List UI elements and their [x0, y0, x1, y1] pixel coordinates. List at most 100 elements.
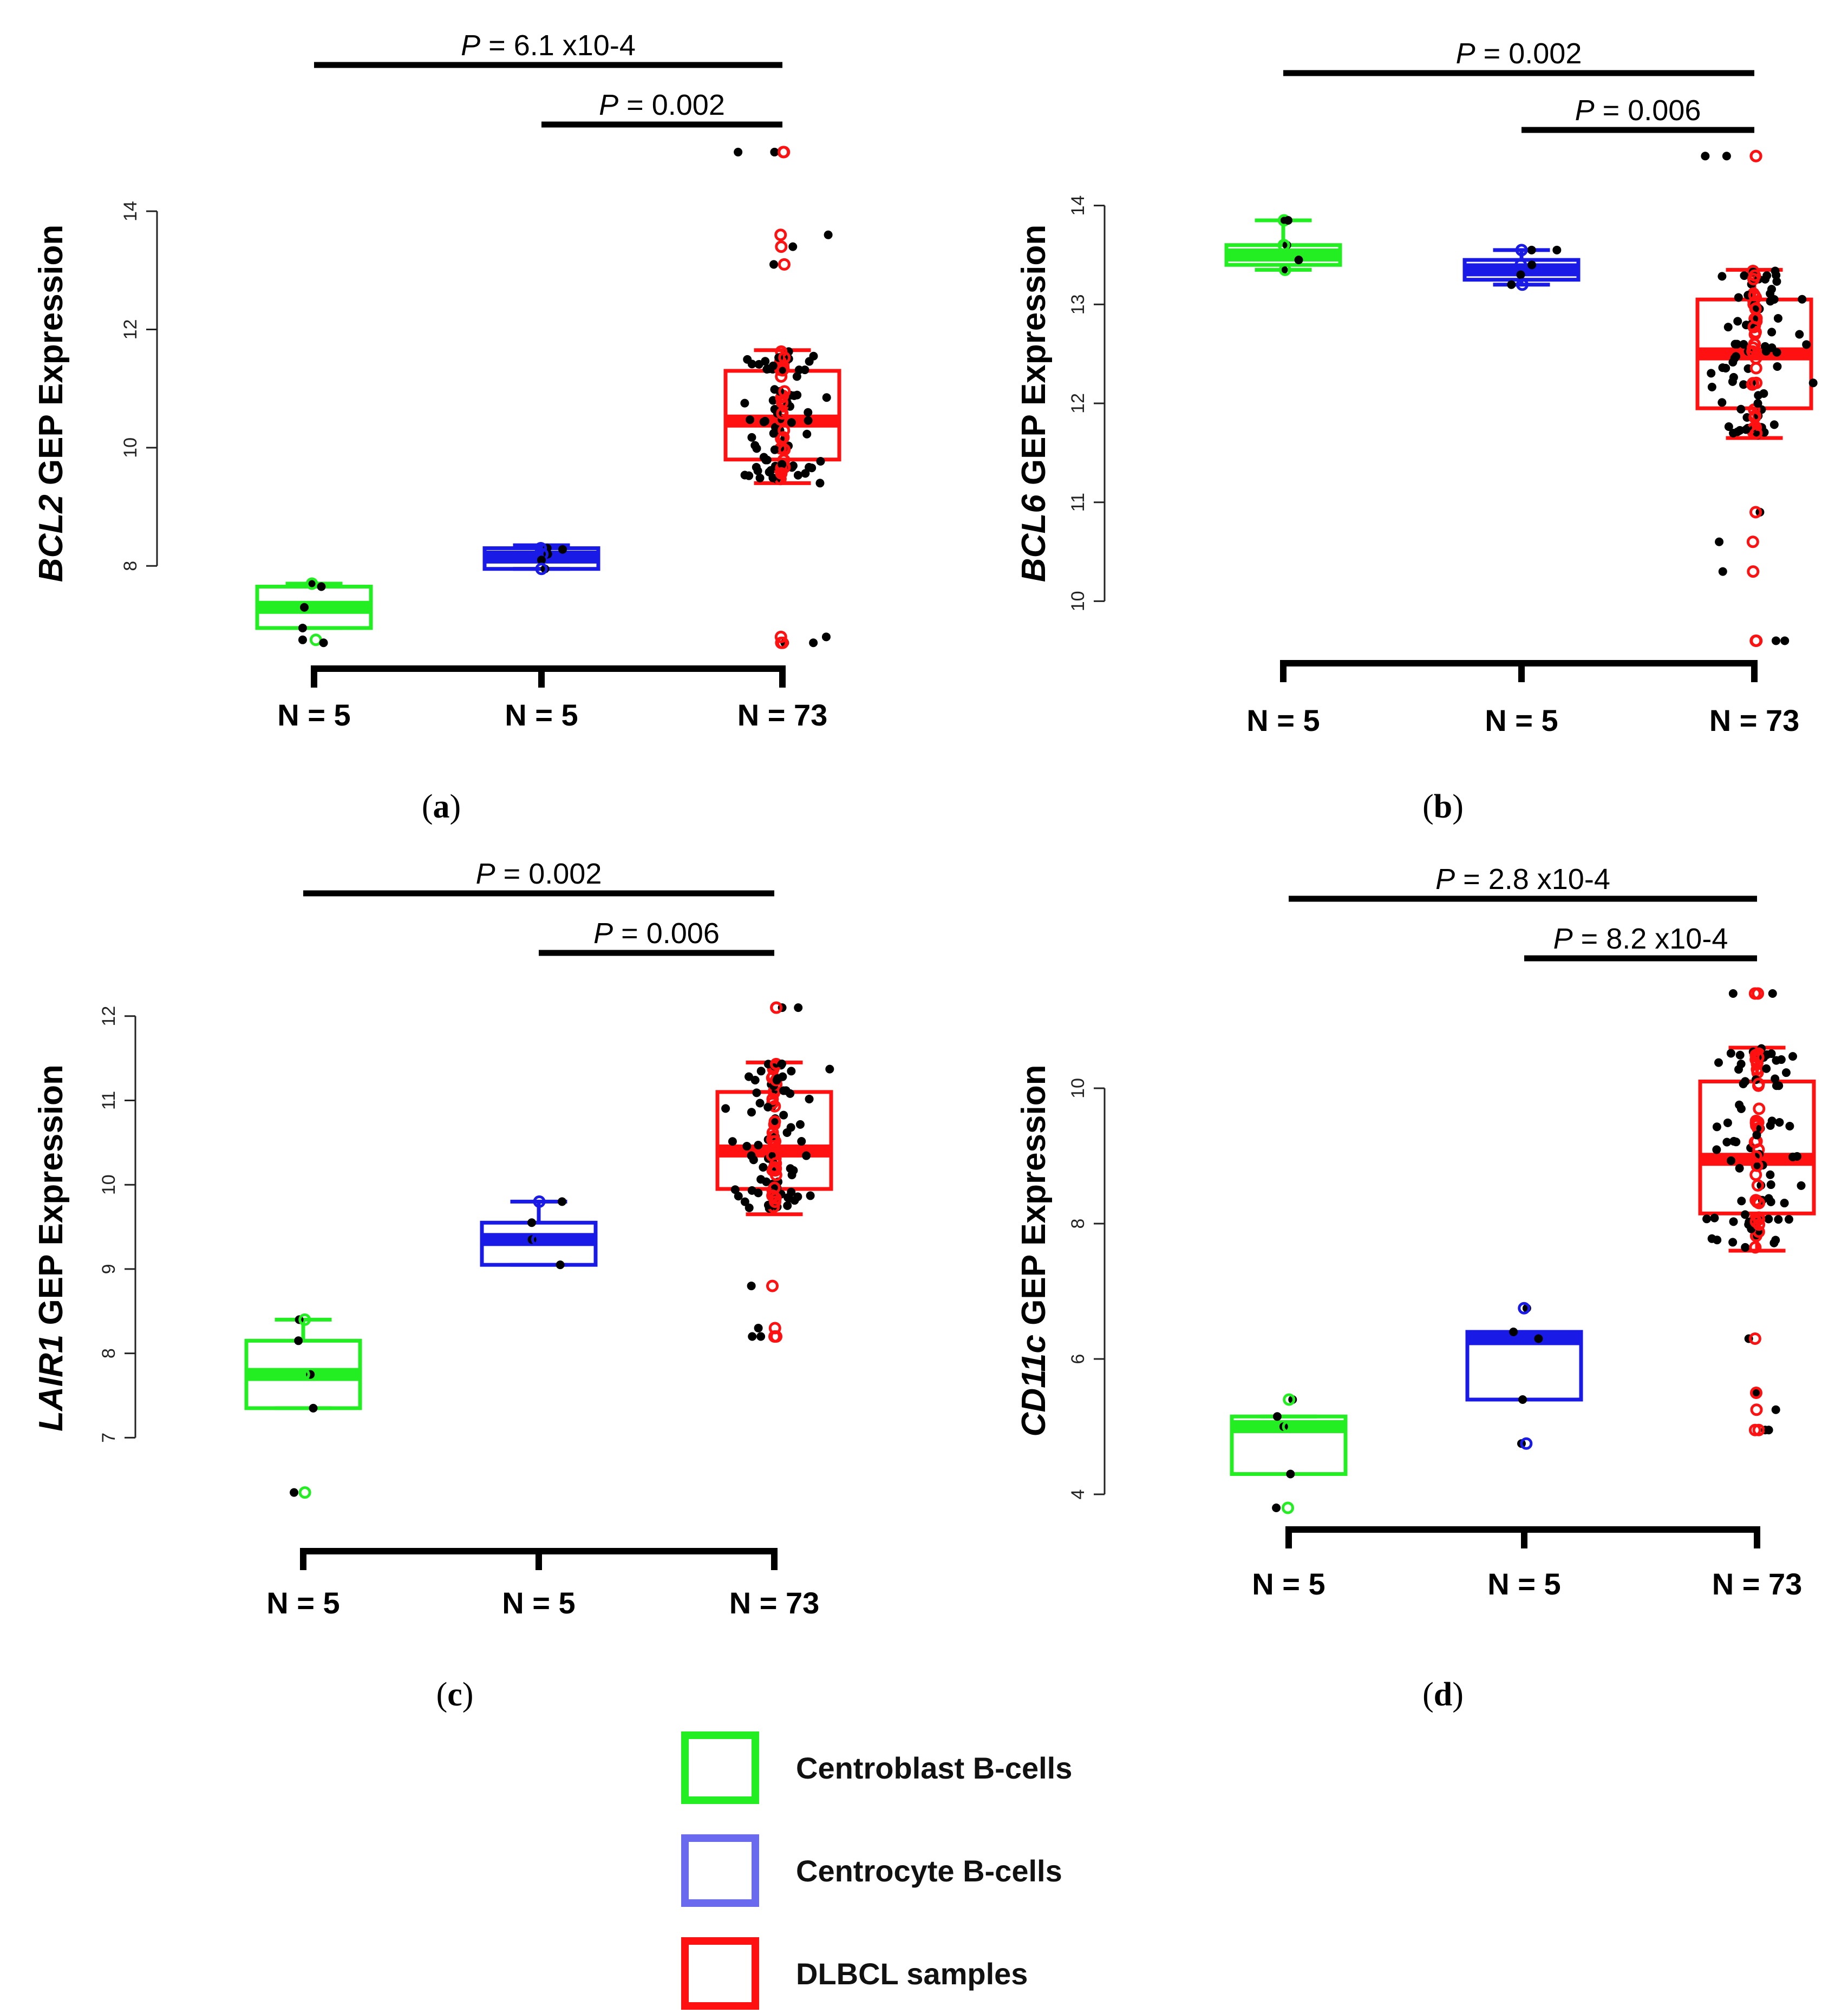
- x-tick-label: N = 5: [502, 1586, 575, 1620]
- data-point: [1712, 1145, 1721, 1154]
- data-point: [1788, 1052, 1798, 1061]
- data-point: [748, 1332, 757, 1341]
- data-point: [809, 351, 818, 361]
- data-point: [1768, 989, 1777, 998]
- data-point-outline: [309, 601, 322, 614]
- data-point: [1760, 342, 1769, 351]
- data-point: [742, 1142, 752, 1151]
- data-point: [1772, 271, 1781, 280]
- panel-label-close: ): [462, 1676, 474, 1713]
- data-point-outline: [1750, 376, 1763, 389]
- data-point: [527, 1218, 536, 1227]
- data-point-outline: [1752, 987, 1765, 1000]
- data-point-outline: [1748, 289, 1761, 302]
- data-point-outline: [1519, 1332, 1532, 1345]
- pvalue-text: = 2.8 x10-4: [1455, 863, 1610, 896]
- data-point: [752, 1088, 761, 1097]
- data-point: [290, 1488, 299, 1497]
- pvalue-p: P: [476, 858, 495, 890]
- data-point-outline: [775, 467, 788, 480]
- data-point: [770, 147, 779, 156]
- data-point-outline: [1749, 362, 1762, 375]
- panel-label-close: ): [1452, 1676, 1464, 1713]
- data-point-outline: [767, 1135, 780, 1148]
- data-point: [1729, 428, 1738, 437]
- data-point: [1722, 152, 1731, 161]
- data-point: [747, 360, 756, 369]
- data-point: [1723, 1118, 1732, 1127]
- data-point: [1773, 362, 1782, 371]
- data-point: [1739, 339, 1748, 349]
- legend-swatch: [681, 1834, 759, 1907]
- data-point: [1722, 1138, 1732, 1147]
- data-point: [793, 470, 802, 480]
- data-point-outline: [769, 1192, 782, 1205]
- data-point: [1762, 271, 1772, 280]
- data-point: [805, 1094, 814, 1103]
- data-point-outline: [777, 431, 790, 444]
- pvalue-p: P: [1575, 94, 1595, 127]
- panel-label-letter: c: [447, 1676, 462, 1713]
- data-point: [752, 462, 761, 472]
- data-point: [809, 638, 818, 648]
- data-point: [772, 1076, 781, 1085]
- data-point-outline: [1516, 278, 1529, 291]
- data-point-outline: [768, 1161, 781, 1174]
- data-point-outline: [297, 1368, 310, 1381]
- data-point: [763, 1102, 773, 1112]
- data-point: [778, 1059, 787, 1068]
- data-point: [747, 1108, 756, 1117]
- data-point-outline: [1750, 427, 1763, 440]
- y-axis-label-gene: BCL6: [1015, 494, 1053, 582]
- data-point-outline: [1515, 244, 1528, 257]
- data-point: [747, 1282, 756, 1291]
- data-point: [786, 1089, 795, 1098]
- data-point: [1731, 339, 1740, 349]
- y-axis-label-gene: BCL2: [32, 494, 70, 582]
- data-point-outline: [1749, 1215, 1762, 1228]
- data-point: [1729, 1136, 1739, 1146]
- data-point-outline: [1277, 239, 1290, 252]
- y-axis-label-text: GEP Expression: [32, 1064, 70, 1335]
- data-point: [787, 1067, 796, 1076]
- x-tick-label: N = 73: [1712, 1567, 1803, 1601]
- data-point: [770, 445, 779, 454]
- data-point: [1762, 1064, 1771, 1073]
- data-point: [1734, 293, 1743, 302]
- data-point-outline: [776, 364, 789, 377]
- data-point: [1781, 1068, 1791, 1077]
- data-point: [1728, 989, 1738, 998]
- data-point-outline: [774, 630, 787, 643]
- data-point-outline: [768, 1115, 781, 1128]
- data-point: [1726, 1049, 1735, 1058]
- data-point: [815, 479, 825, 488]
- data-point: [1735, 1050, 1745, 1060]
- data-point-outline: [534, 542, 547, 555]
- data-point: [1751, 1388, 1760, 1397]
- y-axis-label-gene: LAIR1: [32, 1335, 70, 1432]
- x-tick-label: N = 5: [505, 698, 578, 732]
- x-tick-label: N = 5: [266, 1586, 339, 1620]
- data-point: [768, 361, 778, 370]
- pvalue-p: P: [1456, 37, 1475, 70]
- data-point-outline: [1749, 634, 1762, 647]
- data-point-outline: [1753, 1197, 1766, 1210]
- data-point: [1740, 271, 1749, 280]
- data-point-outline: [1749, 1387, 1762, 1399]
- data-point: [1775, 1117, 1784, 1127]
- data-point: [778, 460, 787, 469]
- data-point-outline: [1749, 1150, 1762, 1163]
- data-point: [1710, 1213, 1719, 1223]
- data-point: [746, 415, 755, 424]
- data-point-outline: [1749, 149, 1762, 162]
- pvalue-label: P = 0.002: [1456, 37, 1582, 70]
- data-point: [785, 1194, 794, 1203]
- data-point-outline: [1749, 303, 1762, 316]
- data-point-outline: [1748, 1332, 1761, 1345]
- box-series-blue: [1465, 1302, 1583, 1450]
- data-point: [1772, 1056, 1781, 1065]
- y-axis-label: CD11c GEP Expression: [1015, 1065, 1053, 1437]
- data-point: [1739, 1080, 1748, 1089]
- data-point: [1769, 1238, 1779, 1247]
